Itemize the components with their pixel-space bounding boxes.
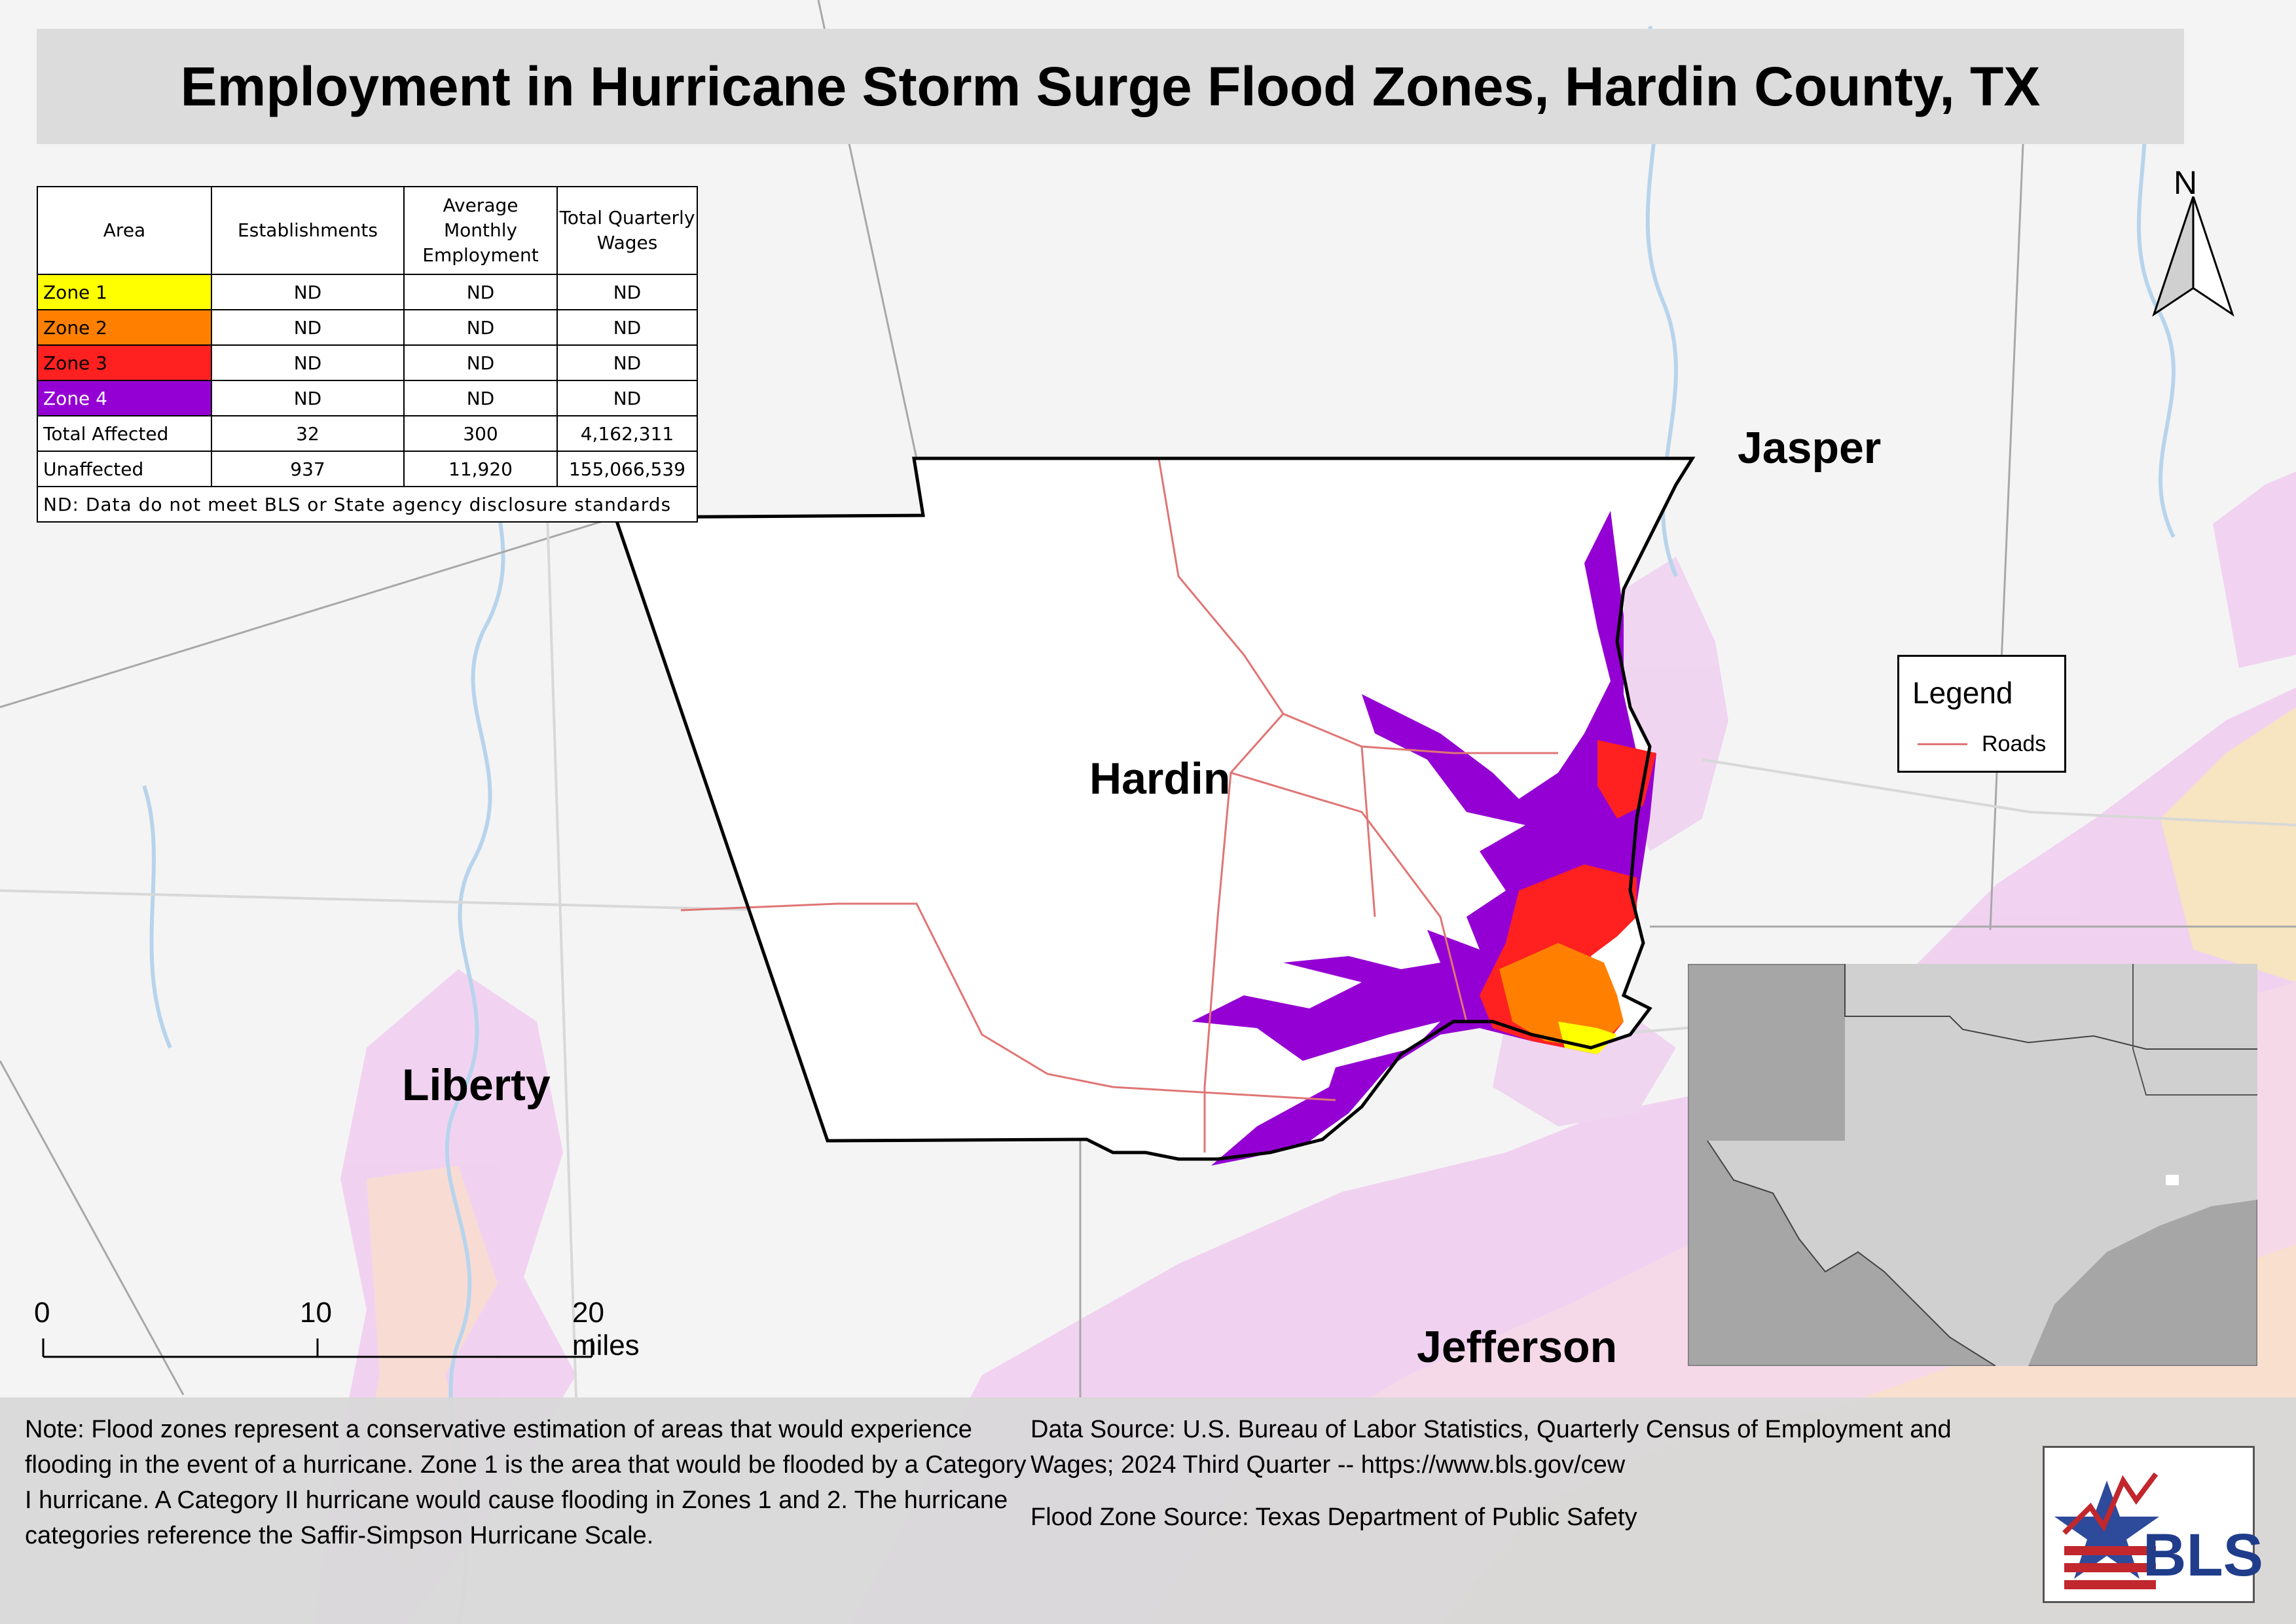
establishments-cell: ND <box>211 344 405 381</box>
establishments-cell: ND <box>211 380 405 416</box>
table-header-row: Area Establishments Average Monthly Empl… <box>37 186 698 275</box>
scale-bar: 0 10 20 miles <box>26 1297 640 1388</box>
header-employment: Average Monthly Employment <box>403 186 558 275</box>
employment-cell: 11,920 <box>403 451 558 487</box>
wages-cell: ND <box>556 274 698 310</box>
wages-cell: ND <box>556 309 698 346</box>
table-row: Unaffected 937 11,920 155,066,539 <box>37 451 698 487</box>
county-label-liberty: Liberty <box>402 1060 551 1110</box>
bls-logo-text: BLS <box>2143 1522 2263 1589</box>
area-cell: Total Affected <box>37 415 212 452</box>
establishments-cell: 937 <box>211 451 405 487</box>
scale-label-0: 0 <box>34 1297 50 1329</box>
area-cell: Zone 3 <box>37 344 212 381</box>
legend-title: Legend <box>1912 676 2013 710</box>
hardin-flood-zones <box>1192 511 1656 1166</box>
area-cell: Unaffected <box>37 451 212 487</box>
bls-logo: BLS <box>2043 1446 2263 1603</box>
establishments-cell: ND <box>211 274 405 310</box>
scale-label-20: 20 miles <box>572 1297 640 1361</box>
establishments-cell: 32 <box>211 415 405 452</box>
employment-cell: ND <box>403 309 558 346</box>
north-arrow: N <box>2147 164 2239 321</box>
roads-legend-label: Roads <box>1982 731 2047 756</box>
county-label-jefferson: Jefferson <box>1417 1322 1618 1372</box>
table-footnote: ND: Data do not meet BLS or State agency… <box>37 486 698 523</box>
employment-cell: ND <box>403 274 558 310</box>
texas-inset-map <box>1688 964 2257 1366</box>
employment-cell: 300 <box>403 415 558 452</box>
table-row: Zone 1 ND ND ND <box>37 274 698 310</box>
hardin-roads <box>680 458 1558 1153</box>
header-wages: Total Quarterly Wages <box>556 186 698 275</box>
flood-zone-note: Note: Flood zones represent a conservati… <box>25 1416 1027 1549</box>
wages-cell: 4,162,311 <box>556 415 698 452</box>
employment-table: Area Establishments Average Monthly Empl… <box>37 186 698 523</box>
hardin-county-outline <box>613 456 1696 1161</box>
scale-bar-line <box>42 1338 593 1358</box>
map-legend: Legend Roads <box>1897 655 2066 773</box>
table-row: Zone 4 ND ND ND <box>37 380 698 416</box>
area-cell: Zone 4 <box>37 380 212 416</box>
county-label-jasper: Jasper <box>1738 423 1882 473</box>
employment-cell: ND <box>403 344 558 381</box>
data-source-note: Data Source: U.S. Bureau of Labor Statis… <box>1030 1416 1952 1479</box>
bls-star-icon <box>2054 1472 2159 1589</box>
wages-cell: ND <box>556 380 698 416</box>
employment-cell: ND <box>403 380 558 416</box>
table-row: Total Affected 32 300 4,162,311 <box>37 415 698 452</box>
wages-cell: 155,066,539 <box>556 451 698 487</box>
establishments-cell: ND <box>211 309 405 346</box>
header-establishments: Establishments <box>211 186 405 275</box>
flood-zone-source-note: Flood Zone Source: Texas Department of P… <box>1030 1504 1637 1531</box>
scale-label-10: 10 <box>300 1297 332 1329</box>
footer-panel: Note: Flood zones represent a conservati… <box>0 1397 2296 1624</box>
county-label-hardin: Hardin <box>1089 754 1231 803</box>
wages-cell: ND <box>556 344 698 381</box>
table-row: Zone 3 ND ND ND <box>37 344 698 381</box>
header-area: Area <box>37 186 212 275</box>
table-footnote-row: ND: Data do not meet BLS or State agency… <box>37 486 698 523</box>
north-label: N <box>2174 164 2198 201</box>
table-row: Zone 2 ND ND ND <box>37 309 698 346</box>
north-arrow-icon <box>2152 196 2234 317</box>
map-title: Employment in Hurricane Storm Surge Floo… <box>180 55 2041 117</box>
title-bar: Employment in Hurricane Storm Surge Floo… <box>37 29 2184 144</box>
area-cell: Zone 1 <box>37 274 212 310</box>
roads-legend-swatch <box>1918 743 1967 745</box>
area-cell: Zone 2 <box>37 309 212 346</box>
